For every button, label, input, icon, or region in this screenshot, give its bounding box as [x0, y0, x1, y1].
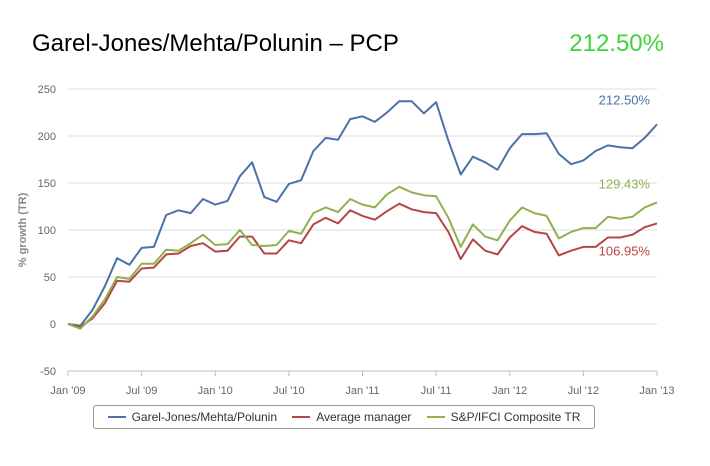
series-line-average-manager [67, 202, 658, 328]
legend-label: Average manager [316, 410, 412, 424]
x-tick-label: Jan '11 [345, 385, 379, 397]
x-tick-label: Jul '09 [126, 385, 157, 397]
legend-swatch [292, 416, 311, 418]
x-tick-label: Jan '10 [198, 385, 233, 397]
series-line-sp-ifci [67, 185, 658, 330]
x-tick-label: Jul '10 [273, 385, 304, 397]
y-tick-label: -50 [40, 366, 56, 378]
legend-swatch [107, 416, 126, 418]
chart-legend: Garel-Jones/Mehta/Polunin Average manage… [93, 405, 595, 429]
x-tick-label: Jan '13 [639, 385, 674, 397]
line-chart: -50 0 50 100 150 200 250 Jan '09 Jul '09 Jan '10 J… [17, 84, 675, 397]
y-tick-label: 200 [38, 131, 56, 143]
x-tick-label: Jul '12 [568, 385, 599, 397]
series-line-garel-jones [67, 100, 658, 327]
y-axis-title: % growth (TR) [17, 192, 29, 267]
series-end-label: 212.50% [599, 92, 651, 107]
x-tick-label: Jan '09 [50, 385, 85, 397]
legend-item-average-manager[interactable]: Average manager [292, 410, 411, 424]
y-tick-label: 100 [38, 225, 56, 237]
chart-heading: Garel-Jones/Mehta/Polunin – PCP [32, 30, 399, 57]
headline-return-value: 212.50% [569, 30, 664, 57]
x-tick-label: Jan '12 [492, 385, 527, 397]
y-tick-label: 50 [44, 272, 56, 284]
legend-label: S&P/IFCI Composite TR [450, 410, 581, 424]
legend-label: Garel-Jones/Mehta/Polunin [131, 410, 278, 424]
legend-item-garel-jones[interactable]: Garel-Jones/Mehta/Polunin [107, 410, 278, 424]
y-tick-label: 150 [38, 178, 56, 190]
legend-swatch [426, 416, 445, 418]
x-tick-label: Jul '11 [421, 385, 452, 397]
legend-item-sp-ifci[interactable]: S&P/IFCI Composite TR [426, 410, 581, 424]
series-end-label: 129.43% [599, 176, 651, 191]
series-end-label: 106.95% [599, 243, 651, 258]
y-tick-label: 250 [38, 84, 56, 96]
y-tick-label: 0 [50, 319, 56, 331]
